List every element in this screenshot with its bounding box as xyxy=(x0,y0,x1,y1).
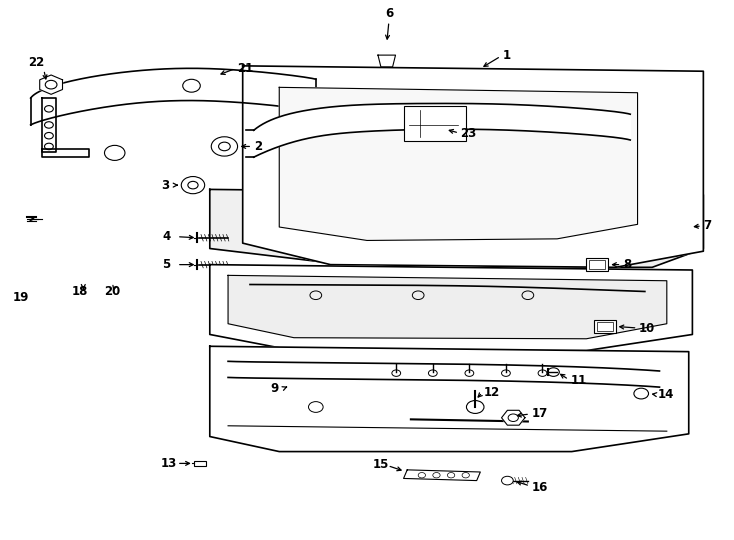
Polygon shape xyxy=(228,275,666,339)
Bar xyxy=(586,258,608,271)
Text: 9: 9 xyxy=(270,382,279,395)
Text: 14: 14 xyxy=(658,388,675,401)
Circle shape xyxy=(181,177,205,194)
Polygon shape xyxy=(195,461,206,466)
Polygon shape xyxy=(404,470,480,481)
Polygon shape xyxy=(210,265,692,350)
Polygon shape xyxy=(40,75,62,94)
Text: 4: 4 xyxy=(162,230,170,243)
Polygon shape xyxy=(243,66,703,267)
Text: 8: 8 xyxy=(623,258,631,271)
Polygon shape xyxy=(254,104,631,157)
Text: 17: 17 xyxy=(531,408,548,421)
Text: 22: 22 xyxy=(29,56,45,69)
Text: 13: 13 xyxy=(161,457,177,470)
Polygon shape xyxy=(378,55,396,67)
Polygon shape xyxy=(42,148,89,157)
Text: 23: 23 xyxy=(461,126,477,139)
Circle shape xyxy=(211,137,238,156)
Text: 18: 18 xyxy=(72,285,89,298)
Text: 6: 6 xyxy=(385,7,393,20)
Bar xyxy=(597,322,613,331)
Polygon shape xyxy=(210,190,703,267)
Bar xyxy=(589,260,606,269)
Text: 15: 15 xyxy=(373,458,389,471)
FancyBboxPatch shape xyxy=(404,106,465,141)
Polygon shape xyxy=(228,361,659,387)
Text: 7: 7 xyxy=(703,219,711,232)
Polygon shape xyxy=(31,69,316,125)
Circle shape xyxy=(501,476,513,485)
Text: 16: 16 xyxy=(531,481,548,494)
Text: 11: 11 xyxy=(570,374,586,387)
Polygon shape xyxy=(501,410,525,425)
Text: 3: 3 xyxy=(161,179,169,192)
Bar xyxy=(594,320,616,333)
Text: 2: 2 xyxy=(254,140,262,153)
Text: 20: 20 xyxy=(104,285,120,298)
Text: 21: 21 xyxy=(237,62,253,75)
Polygon shape xyxy=(279,87,638,240)
Text: 12: 12 xyxy=(484,386,501,399)
Polygon shape xyxy=(210,346,688,451)
Text: 19: 19 xyxy=(12,292,29,305)
Text: 10: 10 xyxy=(639,321,655,334)
Polygon shape xyxy=(42,98,57,152)
Text: 5: 5 xyxy=(162,258,170,271)
Text: 1: 1 xyxy=(502,49,510,62)
